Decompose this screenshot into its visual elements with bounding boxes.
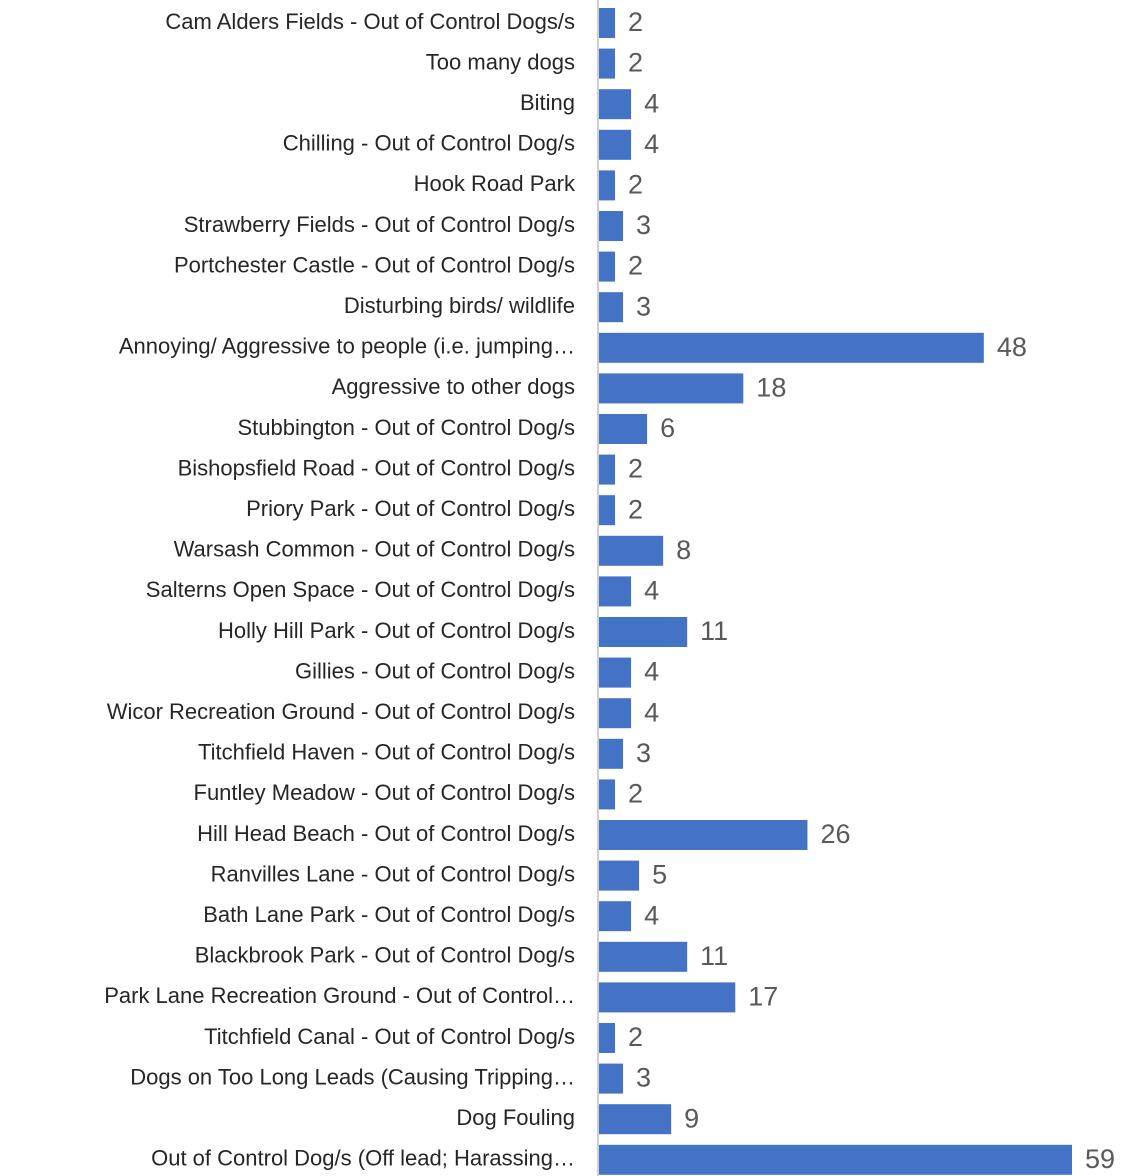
bar xyxy=(599,982,736,1013)
bar xyxy=(599,89,632,120)
bar xyxy=(599,332,984,363)
category-label: Titchfield Canal - Out of Control Dog/s xyxy=(204,1024,575,1049)
value-label: 4 xyxy=(644,900,659,930)
value-label: 2 xyxy=(628,454,643,484)
category-label: Too many dogs xyxy=(426,49,575,74)
bar xyxy=(599,535,664,566)
category-label: Gillies - Out of Control Dog/s xyxy=(295,658,575,683)
bar xyxy=(599,211,624,241)
category-label: Warsash Common - Out of Control Dog/s xyxy=(174,537,575,562)
category-label: Chilling - Out of Control Dog/s xyxy=(283,131,575,156)
category-label: Stubbington - Out of Control Dog/s xyxy=(237,415,575,440)
category-label: Funtley Meadow - Out of Control Dog/s xyxy=(194,780,576,805)
category-label: Dog Fouling xyxy=(456,1105,575,1130)
value-label: 2 xyxy=(628,170,643,200)
category-label: Ranvilles Lane - Out of Control Dog/s xyxy=(211,861,575,886)
category-label: Titchfield Haven - Out of Control Dog/s xyxy=(198,740,575,765)
category-label: Out of Control Dog/s (Off lead; Harassin… xyxy=(151,1146,575,1171)
value-label: 9 xyxy=(684,1103,699,1133)
value-label: 3 xyxy=(636,1063,651,1093)
value-label: 3 xyxy=(636,738,651,768)
value-label: 4 xyxy=(644,129,659,159)
value-label: 4 xyxy=(644,576,659,606)
category-label: Salterns Open Space - Out of Control Dog… xyxy=(146,577,575,602)
category-label: Holly Hill Park - Out of Control Dog/s xyxy=(218,618,575,643)
value-label: 4 xyxy=(644,88,659,118)
category-label: Dogs on Too Long Leads (Causing Tripping… xyxy=(130,1064,575,1089)
bar xyxy=(599,1104,672,1135)
category-label: Aggressive to other dogs xyxy=(332,374,575,399)
category-label: Strawberry Fields - Out of Control Dog/s xyxy=(184,212,575,237)
value-label: 5 xyxy=(652,860,667,890)
category-label: Wicor Recreation Ground - Out of Control… xyxy=(107,699,575,724)
value-label: 11 xyxy=(700,941,728,971)
value-label: 2 xyxy=(628,494,643,524)
category-label: Biting xyxy=(520,90,575,115)
category-label: Bishopsfield Road - Out of Control Dog/s xyxy=(178,455,575,480)
bar xyxy=(599,373,744,404)
value-label: 2 xyxy=(628,48,643,78)
bar xyxy=(599,251,616,282)
value-label: 3 xyxy=(636,210,651,240)
category-label: Hill Head Beach - Out of Control Dog/s xyxy=(197,821,575,846)
category-label: Annoying/ Aggressive to people (i.e. jum… xyxy=(119,334,575,359)
bar xyxy=(599,48,616,79)
value-label: 2 xyxy=(628,7,643,37)
value-label: 2 xyxy=(628,779,643,809)
bar xyxy=(599,820,808,850)
category-label: Cam Alders Fields - Out of Control Dogs/… xyxy=(165,9,575,34)
bar xyxy=(599,292,624,323)
bar xyxy=(599,576,632,607)
bar xyxy=(599,1063,624,1094)
value-label: 6 xyxy=(660,413,675,443)
category-label: Bath Lane Park - Out of Control Dog/s xyxy=(203,902,575,927)
bar xyxy=(599,860,640,891)
bar xyxy=(599,414,648,444)
value-label: 18 xyxy=(756,373,786,403)
category-label: Blackbrook Park - Out of Control Dog/s xyxy=(195,943,575,968)
category-label: Hook Road Park xyxy=(414,171,576,196)
value-label: 17 xyxy=(748,982,778,1012)
bar xyxy=(599,8,616,38)
bar xyxy=(599,941,688,972)
bar xyxy=(599,617,688,647)
value-label: 11 xyxy=(700,616,728,646)
category-label: Disturbing birds/ wildlife xyxy=(344,293,575,318)
value-label: 26 xyxy=(820,819,850,849)
category-label: Portchester Castle - Out of Control Dog/… xyxy=(174,252,575,277)
value-label: 2 xyxy=(628,1022,643,1052)
bar xyxy=(599,657,632,688)
value-label: 3 xyxy=(636,291,651,321)
bar xyxy=(599,129,632,160)
bar xyxy=(599,779,616,810)
bar xyxy=(599,454,616,485)
value-label: 4 xyxy=(644,697,659,727)
bar xyxy=(599,1023,616,1053)
bar xyxy=(599,495,616,526)
bar xyxy=(599,698,632,729)
bar xyxy=(599,1144,1072,1175)
bar xyxy=(599,170,616,201)
category-label: Priory Park - Out of Control Dog/s xyxy=(246,496,575,521)
category-label: Park Lane Recreation Ground - Out of Con… xyxy=(104,983,575,1008)
value-label: 59 xyxy=(1085,1144,1115,1174)
value-label: 48 xyxy=(997,332,1027,362)
value-label: 8 xyxy=(676,535,691,565)
value-label: 4 xyxy=(644,657,659,687)
value-label: 2 xyxy=(628,251,643,281)
bar xyxy=(599,738,624,769)
bar xyxy=(599,901,632,932)
